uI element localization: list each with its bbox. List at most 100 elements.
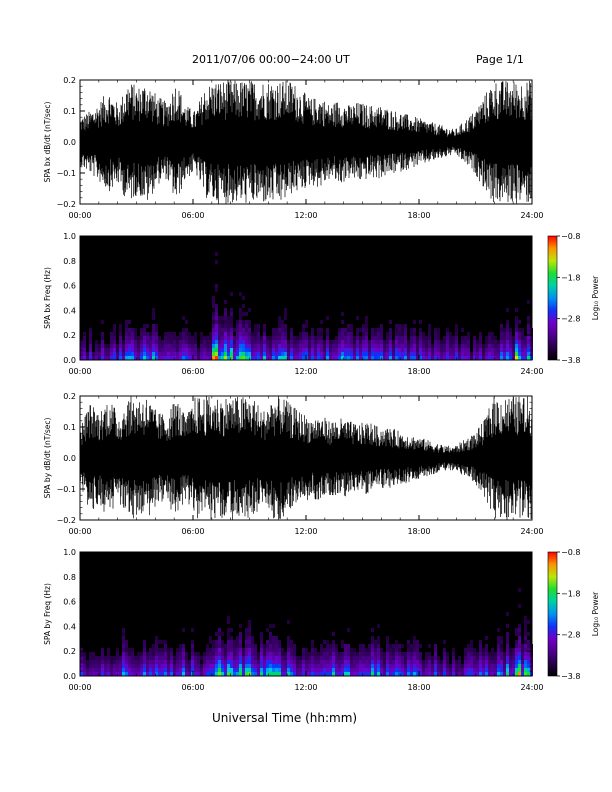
spectrogram-cell <box>386 332 389 336</box>
spectrogram-cell <box>371 664 374 668</box>
spectrogram-cell <box>386 668 389 672</box>
spectrogram-cell <box>467 344 470 348</box>
spectrogram-cell <box>215 356 218 360</box>
spectrogram-cell <box>347 672 350 676</box>
spectrogram-cell <box>515 660 518 664</box>
spectrogram-cell <box>317 664 320 668</box>
spectrogram-cell <box>182 340 185 344</box>
spectrogram-cell <box>152 324 155 328</box>
spectrogram-cell <box>371 668 374 672</box>
spectrogram-cell <box>227 348 230 352</box>
spectrogram-cell <box>473 352 476 356</box>
spectrogram-cell <box>131 340 134 344</box>
spectrogram-cell <box>500 336 503 340</box>
spectrogram-cell <box>470 652 473 656</box>
spectrogram-cell <box>365 340 368 344</box>
spectrogram-cell <box>137 672 140 676</box>
spectrogram-cell <box>290 656 293 660</box>
spectrogram-cell <box>218 656 221 660</box>
y-tick-label: 1.0 <box>63 548 76 557</box>
spectrogram-cell <box>140 656 143 660</box>
spectrogram-cell <box>266 348 269 352</box>
spectrogram-cell <box>377 652 380 656</box>
spectrogram-cell <box>365 332 368 336</box>
spectrogram-cell <box>359 348 362 352</box>
spectrogram-cell <box>344 340 347 344</box>
spectrogram-cell <box>260 356 263 360</box>
spectrogram-cell <box>527 648 530 652</box>
spectrogram-cell <box>518 624 521 628</box>
spectrogram-cell <box>185 336 188 340</box>
x-tick-label: 18:00 <box>407 211 430 220</box>
spectrogram-cell <box>527 316 530 320</box>
spectrogram-cell <box>428 656 431 660</box>
spectrogram-cell <box>167 664 170 668</box>
spectrogram-cell <box>476 356 479 360</box>
y-tick-label: 0.2 <box>63 647 76 656</box>
spectrogram-cell <box>398 336 401 340</box>
spectrogram-cell <box>254 652 257 656</box>
spectrogram-cell <box>515 324 518 328</box>
spectrogram-cell <box>314 348 317 352</box>
x-tick-label: 18:00 <box>407 683 430 692</box>
spectrogram-cell <box>356 328 359 332</box>
spectrogram-cell <box>209 348 212 352</box>
y-tick-label: −0.1 <box>57 485 76 494</box>
spectrogram-cell <box>239 652 242 656</box>
spectrogram-cell <box>290 660 293 664</box>
spectrogram-cell <box>341 656 344 660</box>
spectrogram-cell <box>107 664 110 668</box>
spectrogram-cell <box>473 648 476 652</box>
spectrogram-cell <box>515 320 518 324</box>
spectrogram-cell <box>395 648 398 652</box>
spectrogram-cell <box>395 652 398 656</box>
spectrogram-cell <box>125 640 128 644</box>
spectrogram-cell <box>179 668 182 672</box>
spectrogram-cell <box>224 308 227 312</box>
spectrogram-cell <box>428 644 431 648</box>
spectrogram-cell <box>125 356 128 360</box>
spectrogram-cell <box>101 352 104 356</box>
spectrogram-cell <box>134 672 137 676</box>
spectrogram-cell <box>287 636 290 640</box>
spectrogram-cell <box>212 356 215 360</box>
spectrogram-cell <box>242 312 245 316</box>
spectrogram-cell <box>227 324 230 328</box>
spectrogram-cell <box>278 332 281 336</box>
spectrogram-cell <box>296 340 299 344</box>
spectrogram-cell <box>206 352 209 356</box>
spectrogram-cell <box>407 664 410 668</box>
spectrogram-cell <box>167 336 170 340</box>
spectrogram-cell <box>149 660 152 664</box>
spectrogram-cell <box>320 328 323 332</box>
spectrogram-cell <box>452 660 455 664</box>
spectrogram-cell <box>374 352 377 356</box>
spectrogram-cell <box>212 668 215 672</box>
spectrogram-cell <box>122 644 125 648</box>
spectrogram-cell <box>167 660 170 664</box>
spectrogram-cell <box>212 664 215 668</box>
colorbar-tick-label: −3.8 <box>561 672 580 681</box>
spectrogram-cell <box>413 660 416 664</box>
spectrogram-cell <box>233 644 236 648</box>
spectrogram-cell <box>275 328 278 332</box>
spectrogram-cell <box>461 672 464 676</box>
spectrogram-cell <box>410 344 413 348</box>
spectrogram-cell <box>215 328 218 332</box>
spectrogram-cell <box>488 340 491 344</box>
spectrogram-cell <box>293 348 296 352</box>
spectrogram-cell <box>230 328 233 332</box>
spectrogram-cell <box>326 316 329 320</box>
spectrogram-cell <box>515 632 518 636</box>
spectrogram-cell <box>458 664 461 668</box>
spectrogram-cell <box>500 356 503 360</box>
spectrogram-cell <box>443 344 446 348</box>
spectrogram-cell <box>173 348 176 352</box>
spectrogram-cell <box>209 332 212 336</box>
spectrogram-cell <box>521 644 524 648</box>
spectrogram-cell <box>371 348 374 352</box>
spectrogram-cell <box>476 352 479 356</box>
spectrogram-cell <box>320 348 323 352</box>
spectrogram-cell <box>518 656 521 660</box>
spectrogram-cell <box>113 668 116 672</box>
